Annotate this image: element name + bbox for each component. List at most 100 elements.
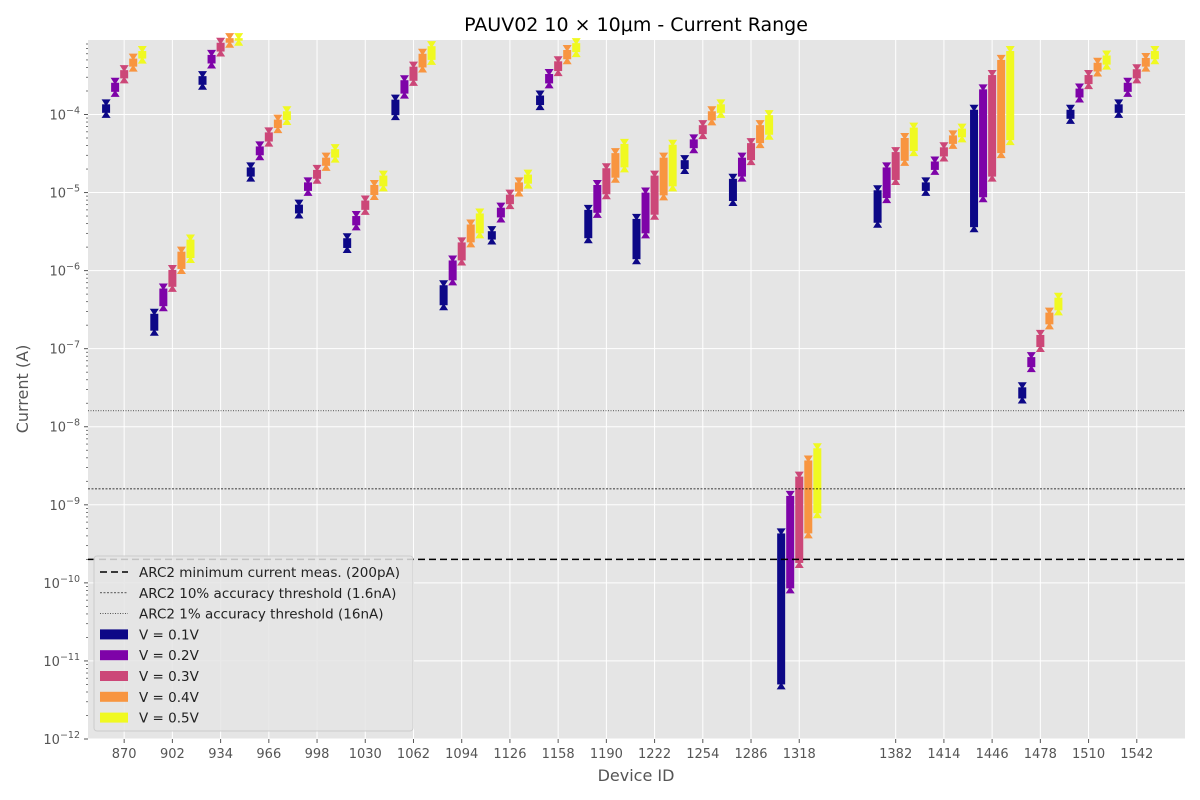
min-marker [707, 118, 717, 126]
min-marker [650, 212, 660, 220]
range-bar [554, 61, 563, 72]
max-marker [794, 471, 804, 479]
max-marker [312, 164, 322, 172]
min-marker [475, 231, 485, 239]
x-tick-label: 1062 [397, 747, 430, 762]
range-bar [427, 46, 436, 60]
max-marker [330, 144, 340, 152]
max-marker [978, 84, 988, 92]
range-bar [1045, 312, 1054, 325]
min-marker [1035, 345, 1045, 353]
max-marker [668, 139, 678, 147]
max-marker [987, 70, 997, 78]
min-marker [737, 174, 747, 182]
y-tick-exponent: −12 [60, 730, 80, 741]
min-marker [110, 89, 120, 97]
min-marker [439, 303, 449, 311]
min-marker [921, 188, 931, 196]
max-marker [137, 46, 147, 54]
min-marker [641, 231, 651, 239]
range-bar [939, 147, 948, 157]
min-marker [562, 57, 572, 65]
min-marker [128, 64, 138, 72]
max-marker [351, 211, 361, 219]
min-marker [978, 195, 988, 203]
range-bar [1018, 387, 1027, 399]
range-bar [168, 269, 177, 287]
range-bar [138, 51, 147, 59]
max-marker [1084, 70, 1094, 78]
max-marker [149, 308, 159, 316]
max-marker [707, 106, 717, 114]
max-marker [225, 33, 235, 41]
range-bar [524, 174, 533, 184]
max-marker [378, 170, 388, 178]
range-bar [159, 288, 168, 307]
range-bar [343, 238, 352, 248]
min-marker [101, 110, 111, 118]
range-bar [294, 204, 303, 214]
range-bar [777, 533, 786, 685]
min-marker [505, 202, 515, 210]
y-tick-label: 10−8 [49, 418, 80, 436]
range-bar [536, 95, 545, 106]
range-bar [584, 209, 593, 239]
y-tick-base: 10 [49, 421, 66, 436]
min-marker [601, 192, 611, 200]
min-marker [264, 139, 274, 147]
max-marker [785, 490, 795, 498]
max-marker [571, 38, 581, 46]
max-marker [592, 179, 602, 187]
range-bar [457, 242, 466, 261]
range-bar [487, 231, 496, 240]
min-marker [321, 163, 331, 171]
min-marker [610, 175, 620, 183]
range-bar [1027, 357, 1036, 368]
min-marker [1053, 308, 1063, 316]
max-marker [650, 170, 660, 178]
max-marker [1114, 99, 1124, 107]
range-bar [641, 192, 650, 234]
max-marker [544, 69, 554, 77]
max-marker [128, 53, 138, 61]
range-bar [322, 157, 331, 166]
range-bar [813, 448, 822, 514]
min-marker [1084, 82, 1094, 90]
range-bar [957, 128, 966, 138]
min-marker [273, 126, 283, 134]
range-bar [563, 50, 572, 60]
min-marker [255, 153, 265, 161]
max-marker [1150, 46, 1160, 54]
x-tick-label: 1190 [590, 747, 623, 762]
max-marker [746, 138, 756, 146]
range-bar [873, 190, 882, 223]
max-marker [716, 99, 726, 107]
x-tick-label: 1382 [879, 747, 912, 762]
range-bar [177, 251, 186, 269]
range-bar [795, 476, 804, 563]
min-marker [158, 304, 168, 312]
max-marker [282, 106, 292, 114]
range-bar [602, 168, 611, 195]
x-tick-label: 1318 [783, 747, 816, 762]
max-marker [812, 443, 822, 451]
y-tick-exponent: −8 [66, 418, 80, 429]
max-marker [342, 233, 352, 241]
y-tick-exponent: −11 [60, 652, 80, 663]
max-marker [427, 41, 437, 49]
range-bar [979, 89, 988, 198]
x-tick-label: 1478 [1024, 747, 1057, 762]
max-marker [1065, 104, 1075, 112]
range-bar [747, 143, 756, 161]
range-bar [102, 104, 111, 113]
max-marker [1017, 382, 1027, 390]
min-marker [198, 82, 208, 90]
y-tick-label: 10−12 [43, 730, 80, 748]
max-marker [1123, 77, 1133, 85]
min-marker [698, 132, 708, 140]
min-marker [909, 149, 919, 157]
range-bar [728, 178, 737, 201]
legend-color-swatch [100, 650, 128, 661]
range-bar [514, 182, 523, 192]
